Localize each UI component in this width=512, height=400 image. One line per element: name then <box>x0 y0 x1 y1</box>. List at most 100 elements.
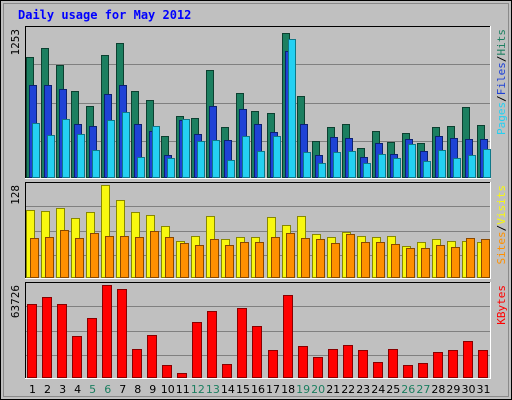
legend-hits: Hits <box>495 29 508 56</box>
bar-pages-day-21 <box>333 152 341 178</box>
bar-sites-day-29 <box>451 247 460 278</box>
bar-pages-day-28 <box>438 150 446 178</box>
legend-kbytes: KBytes <box>495 285 508 325</box>
day-label-2: 2 <box>44 383 51 396</box>
bar-kbytes-day-30 <box>463 341 473 378</box>
day-label-14: 14 <box>221 383 235 396</box>
bar-kbytes-day-12 <box>192 322 202 378</box>
panel-legend: Pages/Files/Hits <box>495 29 508 135</box>
bar-sites-day-2 <box>45 237 54 278</box>
panel-2: 128 Sites/Visits <box>9 182 508 279</box>
bar-kbytes-day-15 <box>237 308 247 378</box>
bar-kbytes-day-7 <box>117 289 127 378</box>
bar-sites-day-4 <box>75 238 84 278</box>
day-label-19: 19 <box>296 383 310 396</box>
bar-sites-day-15 <box>240 242 249 278</box>
bar-kbytes-day-19 <box>298 346 308 378</box>
bar-sites-day-30 <box>466 238 475 278</box>
legend-separator: / <box>495 225 508 232</box>
day-label-23: 23 <box>356 383 370 396</box>
day-label-15: 15 <box>236 383 250 396</box>
bar-sites-day-27 <box>421 248 430 278</box>
bar-sites-day-17 <box>271 237 280 278</box>
legend-pages: Pages <box>495 102 508 135</box>
bar-sites-day-12 <box>195 245 204 278</box>
panel-3: 63726 KBytes <box>9 282 508 379</box>
day-label-5: 5 <box>89 383 96 396</box>
day-label-11: 11 <box>176 383 190 396</box>
panel-max-label: 1253 <box>9 29 22 56</box>
bar-sites-day-26 <box>406 248 415 278</box>
bar-sites-day-1 <box>30 238 39 278</box>
bar-sites-day-20 <box>316 239 325 278</box>
bar-sites-day-7 <box>120 236 129 278</box>
bar-pages-day-9 <box>152 126 160 178</box>
bar-pages-day-11 <box>182 119 190 178</box>
bar-kbytes-day-29 <box>448 350 458 378</box>
bar-kbytes-day-24 <box>373 362 383 378</box>
day-label-25: 25 <box>386 383 400 396</box>
bar-pages-day-30 <box>468 155 476 178</box>
bar-kbytes-day-8 <box>132 349 142 378</box>
chart-title: Daily usage for May 2012 <box>18 8 191 22</box>
panel-legend: KBytes <box>495 285 508 325</box>
day-label-22: 22 <box>341 383 355 396</box>
day-label-3: 3 <box>59 383 66 396</box>
bar-pages-day-1 <box>32 123 40 178</box>
panel-max-label: 128 <box>9 185 22 205</box>
bar-sites-day-6 <box>105 236 114 278</box>
bar-pages-day-23 <box>363 163 371 178</box>
day-label-6: 6 <box>104 383 111 396</box>
day-label-28: 28 <box>431 383 445 396</box>
day-label-10: 10 <box>161 383 175 396</box>
bar-kbytes-day-18 <box>283 295 293 378</box>
bar-pages-day-20 <box>318 163 326 178</box>
bar-pages-day-25 <box>393 158 401 178</box>
bar-sites-day-11 <box>180 243 189 278</box>
panel-max-label: 63726 <box>9 285 22 318</box>
day-label-9: 9 <box>149 383 156 396</box>
bar-sites-day-5 <box>90 233 99 278</box>
bar-pages-day-13 <box>212 140 220 178</box>
bar-pages-day-6 <box>107 120 115 178</box>
legend-sites: Sites <box>495 231 508 264</box>
day-label-26: 26 <box>401 383 415 396</box>
bar-sites-day-28 <box>436 245 445 278</box>
legend-visits: Visits <box>495 185 508 225</box>
bar-pages-day-15 <box>242 136 250 178</box>
day-label-16: 16 <box>251 383 265 396</box>
x-axis-day-labels: 1 2 3 4 5 6 7 8 9 10 11 12 13 14 15 16 17 18 19 20 21 22 23 24 2… <box>29 383 491 396</box>
day-label-13: 13 <box>206 383 220 396</box>
bar-kbytes-day-6 <box>102 285 112 378</box>
bar-kbytes-day-22 <box>343 345 353 378</box>
day-label-27: 27 <box>416 383 430 396</box>
bar-kbytes-day-3 <box>57 304 67 378</box>
bar-kbytes-day-14 <box>222 364 232 378</box>
bar-sites-day-8 <box>135 237 144 278</box>
bar-kbytes-day-4 <box>72 336 82 378</box>
bar-sites-day-10 <box>165 237 174 278</box>
day-label-30: 30 <box>462 383 476 396</box>
day-label-4: 4 <box>74 383 81 396</box>
bar-sites-day-25 <box>391 244 400 278</box>
bar-pages-day-17 <box>273 136 281 178</box>
bar-sites-day-31 <box>481 239 490 278</box>
bar-pages-day-24 <box>378 154 386 178</box>
legend-separator: / <box>495 95 508 102</box>
bar-kbytes-day-13 <box>207 311 217 378</box>
bar-kbytes-day-16 <box>252 326 262 378</box>
bar-kbytes-day-10 <box>162 365 172 378</box>
day-label-24: 24 <box>371 383 385 396</box>
bar-pages-day-8 <box>137 157 145 178</box>
day-label-17: 17 <box>266 383 280 396</box>
bar-sites-day-21 <box>331 243 340 278</box>
chart-inner-border <box>3 3 509 397</box>
bar-sites-day-23 <box>361 242 370 278</box>
panel-legend: Sites/Visits <box>495 185 508 265</box>
day-label-8: 8 <box>134 383 141 396</box>
bar-sites-day-19 <box>301 238 310 278</box>
bar-sites-day-9 <box>150 231 159 278</box>
bar-pages-day-26 <box>408 144 416 178</box>
